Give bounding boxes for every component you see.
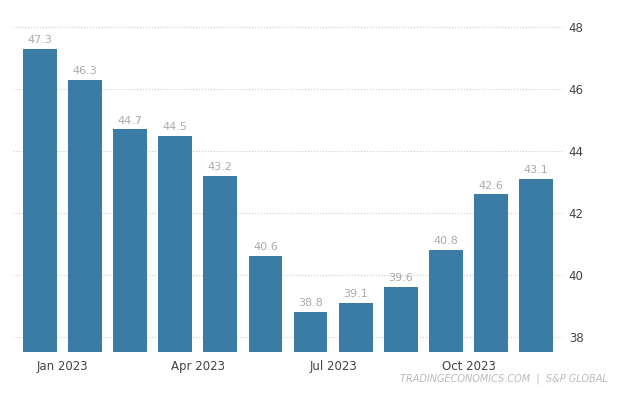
Bar <box>68 80 102 352</box>
Bar <box>384 287 418 352</box>
Bar <box>23 49 57 352</box>
Text: 43.2: 43.2 <box>208 162 233 172</box>
Bar <box>474 194 508 352</box>
Bar <box>113 130 147 352</box>
Bar <box>294 312 328 352</box>
Text: 44.7: 44.7 <box>118 116 143 126</box>
Text: 44.5: 44.5 <box>163 122 188 132</box>
Bar <box>158 136 192 352</box>
Text: 40.8: 40.8 <box>433 236 458 246</box>
Text: TRADINGECONOMICS.COM  |  S&P GLOBAL: TRADINGECONOMICS.COM | S&P GLOBAL <box>400 374 608 384</box>
Text: 42.6: 42.6 <box>479 181 504 191</box>
Text: 39.6: 39.6 <box>388 273 413 283</box>
Bar <box>204 176 237 352</box>
Text: 40.6: 40.6 <box>253 242 278 252</box>
Bar <box>429 250 463 352</box>
Text: 47.3: 47.3 <box>28 35 52 45</box>
Bar <box>519 179 553 352</box>
Text: 43.1: 43.1 <box>524 165 548 175</box>
Text: 46.3: 46.3 <box>72 66 97 76</box>
Bar <box>339 302 372 352</box>
Text: 39.1: 39.1 <box>343 289 368 299</box>
Text: 38.8: 38.8 <box>298 298 323 308</box>
Bar <box>248 256 282 352</box>
